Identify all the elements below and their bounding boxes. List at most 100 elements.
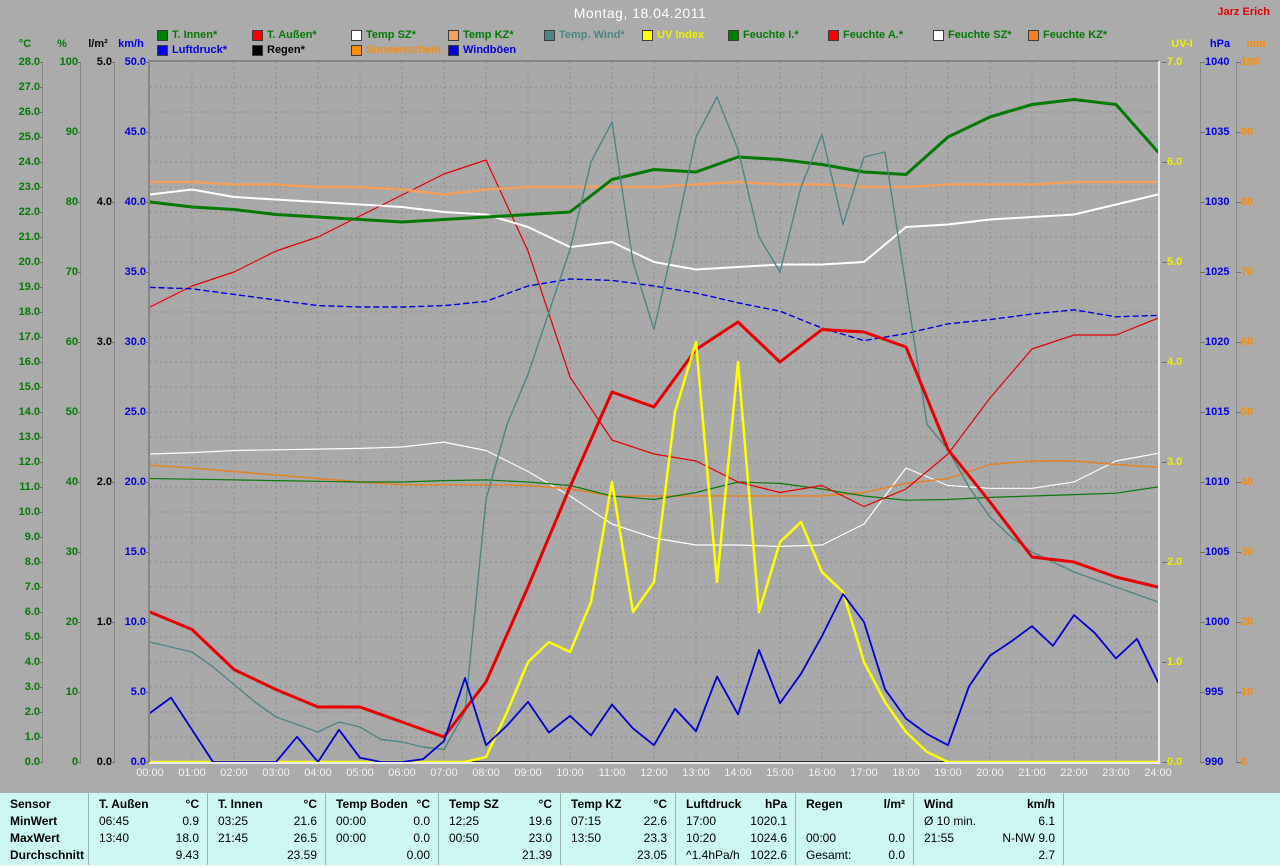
legend-item-regen-: Regen* <box>252 44 305 56</box>
stat-value: 0.00 <box>406 847 430 862</box>
legend-swatch <box>828 29 839 41</box>
stat-value: 2.7 <box>1038 847 1055 862</box>
axis-tick-degc <box>38 262 43 263</box>
sensor-unit: °C <box>185 796 199 811</box>
axis-tick-label-lm2: 0.0 <box>96 756 112 768</box>
axis-tick-pct <box>76 272 81 273</box>
axis-tick-label-kmh: 35.0 <box>124 266 146 278</box>
axis-tick-degc <box>38 762 43 763</box>
table-cell-row <box>796 812 913 829</box>
axis-tick-label-degc: 27.0 <box>18 81 40 93</box>
axis-tick-label-degc: 26.0 <box>18 106 40 118</box>
table-group-wind: Wind km/h Ø 10 min. 6.1 21:55 N-NW 9.0 2.7 <box>913 793 1063 865</box>
axis-tick-label-minu: 50 <box>1241 406 1254 418</box>
table-row-labels: Sensor MinWert MaxWert Durchschnitt <box>0 793 88 865</box>
plot-area <box>148 60 1160 764</box>
axis-tick-minu <box>1236 272 1241 273</box>
axis-tick-uv <box>1162 762 1167 763</box>
stat-time: ^1.4hPa/h <box>686 847 740 862</box>
axis-tick-label-degc: 20.0 <box>18 256 40 268</box>
legend-label: Feuchte KZ* <box>1043 29 1108 41</box>
axis-tick-degc <box>38 62 43 63</box>
x-axis-label: 19:00 <box>934 767 962 779</box>
legend-item-feuchte-a-: Feuchte A.* <box>828 29 903 41</box>
table-cell-row: 10:20 1024.6 <box>676 829 795 846</box>
axis-tick-minu <box>1236 692 1241 693</box>
axis-tick-degc <box>38 612 43 613</box>
x-axis-label: 06:00 <box>388 767 416 779</box>
sensor-name: T. Innen <box>218 796 263 811</box>
stat-time: 03:25 <box>218 813 249 828</box>
axis-tick-uv <box>1162 462 1167 463</box>
table-cell-row: 23.59 <box>208 846 325 863</box>
table-cell-row: 06:45 0.9 <box>89 812 207 829</box>
x-axis-label: 16:00 <box>808 767 836 779</box>
axis-tick-hpa <box>1200 482 1205 483</box>
axis-tick-pct <box>76 762 81 763</box>
axis-tick-label-kmh: 5.0 <box>130 686 146 698</box>
table-cell-row: 21.39 <box>439 846 560 863</box>
legend-item-t-au-en-: T. Außen* <box>252 29 317 41</box>
axis-tick-label-minu: 10 <box>1241 686 1254 698</box>
legend-swatch <box>728 29 739 41</box>
axis-tick-label-hpa: 1010 <box>1205 476 1230 488</box>
stat-value: N-NW 9.0 <box>1002 830 1055 845</box>
table-cell-row: 23.05 <box>561 846 675 863</box>
legend-label: Feuchte A.* <box>843 29 904 41</box>
axis-tick-minu <box>1236 552 1241 553</box>
axis-tick-label-degc: 1.0 <box>24 731 40 743</box>
legend-item-feuchte-i-: Feuchte I.* <box>728 29 799 41</box>
table-group-header: Wind km/h <box>914 795 1063 812</box>
axis-tick-degc <box>38 87 43 88</box>
axis-tick-minu <box>1236 412 1241 413</box>
axis-tick-label-minu: 60 <box>1241 336 1254 348</box>
stat-value: 23.0 <box>528 830 552 845</box>
axis-tick-label-uv: 1.0 <box>1167 656 1183 668</box>
axis-tick-label-degc: 22.0 <box>18 206 40 218</box>
sensor-name: Temp KZ <box>571 796 622 811</box>
axis-tick-minu <box>1236 202 1241 203</box>
table-group-luftdruck: Luftdruck hPa 17:00 1020.1 10:20 1024.6 ^1.4hP… <box>675 793 795 865</box>
axis-tick-label-hpa: 995 <box>1205 686 1224 698</box>
axis-tick-label-pct: 80 <box>65 196 78 208</box>
table-row-label: Durchschnitt <box>10 847 85 862</box>
axis-tick-label-pct: 60 <box>65 336 78 348</box>
sensor-name: Regen <box>806 796 843 811</box>
axis-tick-uv <box>1162 662 1167 663</box>
x-axis-label: 21:00 <box>1018 767 1046 779</box>
axis-tick-degc <box>38 137 43 138</box>
axis-tick-kmh <box>144 622 149 623</box>
axis-tick-label-pct: 40 <box>65 476 78 488</box>
axis-tick-hpa <box>1200 552 1205 553</box>
axis-tick-lm2 <box>110 762 115 763</box>
x-axis-label: 02:00 <box>220 767 248 779</box>
stat-value: 21.39 <box>521 847 552 862</box>
axis-tick-label-uv: 3.0 <box>1167 456 1183 468</box>
axis-tick-label-hpa: 1015 <box>1205 406 1230 418</box>
axis-tick-lm2 <box>110 622 115 623</box>
axis-tick-label-pct: 100 <box>59 56 78 68</box>
axis-tick-label-minu: 20 <box>1241 616 1254 628</box>
series-uv_index-line <box>150 340 1158 762</box>
axis-tick-label-uv: 7.0 <box>1167 56 1183 68</box>
table-group-header: Luftdruck hPa <box>676 795 795 812</box>
axis-tick-label-pct: 70 <box>65 266 78 278</box>
axis-tick-degc <box>38 237 43 238</box>
axis-tick-label-pct: 0 <box>71 756 78 768</box>
stat-time: 00:00 <box>336 830 367 845</box>
window-bottom-edge <box>0 865 1280 867</box>
table-group-header: Temp SZ °C <box>439 795 560 812</box>
axis-tick-label-lm2: 5.0 <box>96 56 112 68</box>
page-title: Montag, 18.04.2011 <box>573 5 707 21</box>
axis-unit-kmh: km/h <box>118 38 144 50</box>
axis-tick-pct <box>76 62 81 63</box>
sensor-unit: °C <box>416 796 430 811</box>
statistics-table: Sensor MinWert MaxWert Durchschnitt T. Außen… <box>0 793 1280 865</box>
axis-tick-minu <box>1236 62 1241 63</box>
axis-tick-label-minu: 30 <box>1241 546 1254 558</box>
legend-item-temp-sz-: Temp SZ* <box>351 29 416 41</box>
axis-tick-label-pct: 50 <box>65 406 78 418</box>
stat-value: 21.6 <box>293 813 317 828</box>
axis-unit-uv: UV-I <box>1171 38 1193 50</box>
x-axis-label: 11:00 <box>598 767 626 779</box>
